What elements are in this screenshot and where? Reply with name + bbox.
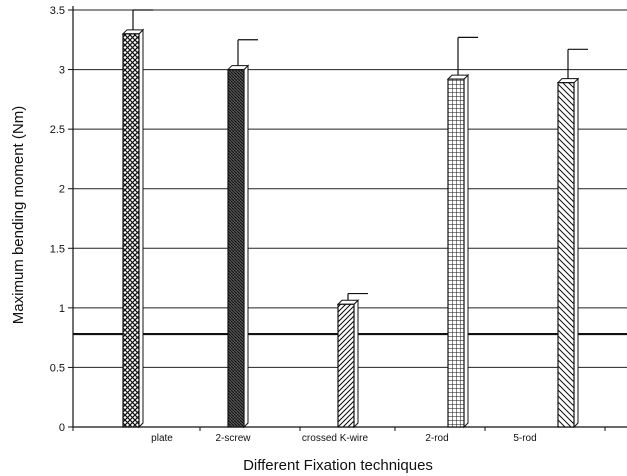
x-axis-title: Different Fixation techniques — [243, 457, 433, 474]
y-tick-label: 2 — [59, 184, 65, 196]
y-tick-label: 3 — [59, 65, 65, 77]
bar-side — [243, 64, 249, 429]
y-axis-title: Maximum bending moment (Nm) — [10, 106, 27, 324]
x-tick-label: 5-rod — [513, 433, 536, 444]
x-tick-label: 2-screw — [215, 433, 251, 444]
x-tick-label: crossed K-wire — [302, 433, 369, 444]
bars — [121, 9, 588, 429]
bar-side — [353, 299, 359, 429]
tick-labels: 0 0.5 1 1.5 2 2.5 3 3.5 plate 2-screw crossed K-wi… — [50, 5, 537, 444]
bar — [337, 303, 355, 428]
x-tick-label: plate — [151, 433, 173, 444]
bar — [122, 33, 140, 428]
bar-side — [463, 73, 469, 429]
bar — [227, 68, 245, 428]
x-tick-label: 2-rod — [425, 433, 448, 444]
y-tick-label: 1.5 — [50, 243, 65, 255]
y-tick-label: 0.5 — [50, 362, 65, 374]
bar-top — [336, 299, 360, 305]
gridlines — [73, 9, 627, 368]
y-tick-label: 3.5 — [50, 5, 65, 17]
bar — [557, 82, 575, 428]
y-tick-label: 1 — [59, 303, 65, 315]
y-tick-label: 2.5 — [50, 124, 65, 136]
bar-side — [138, 28, 144, 429]
bar — [447, 78, 465, 428]
y-tick-label: 0 — [59, 422, 65, 434]
